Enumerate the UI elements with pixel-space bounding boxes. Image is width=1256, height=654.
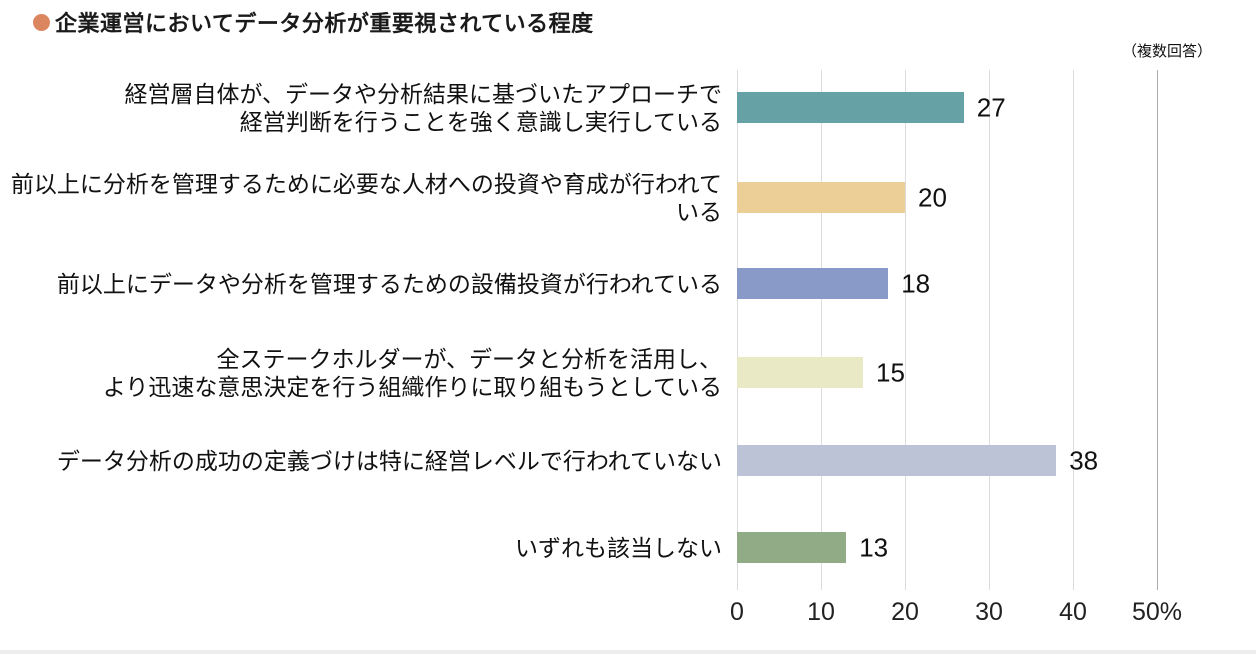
gridline-30 — [989, 70, 990, 590]
gridline-0 — [737, 70, 738, 590]
x-tick-label: 50% — [1131, 598, 1183, 626]
multiple-answers-note: （複数回答） — [1121, 43, 1212, 60]
title-bullet-icon — [33, 13, 50, 31]
category-label: 全ステークホルダーが、データと分析を活用し、 より迅速な意思決定を行う組織作りに取… — [0, 345, 722, 401]
gridline-50 — [1157, 70, 1158, 590]
gridline-40 — [1073, 70, 1074, 590]
bar-value-label: 38 — [1069, 445, 1099, 475]
bar-value-label: 15 — [876, 357, 905, 387]
bottom-divider — [0, 650, 1256, 654]
bar-value-label: 18 — [901, 268, 931, 298]
gridline-10 — [821, 70, 822, 590]
category-label: 前以上に分析を管理するために必要な人材への投資や育成が行われている — [0, 170, 722, 226]
category-label-line: 前以上にデータや分析を管理するための設備投資が行われている — [56, 270, 722, 297]
category-label: データ分析の成功の定義づけは特に経営レベルで行われていない — [0, 447, 722, 475]
chart-header: 企業運営においてデータ分析が重要視されている程度 — [33, 6, 594, 38]
category-label-line: いずれも該当しない — [515, 534, 722, 561]
category-label-line: 経営層自体が、データや分析結果に基づいたアプローチで — [124, 80, 722, 107]
category-label-line: より迅速な意思決定を行う組織作りに取り組もうとしている — [102, 373, 722, 400]
category-label: 前以上にデータや分析を管理するための設備投資が行われている — [0, 270, 722, 298]
x-tick-label: 40 — [1059, 598, 1087, 626]
category-label-line: 全ステークホルダーが、データと分析を活用し、 — [216, 345, 722, 372]
bar-value-label: 13 — [859, 532, 889, 562]
x-tick-label: 0 — [730, 598, 744, 626]
bar-2 — [737, 268, 889, 299]
bar-4 — [737, 445, 1057, 476]
x-tick-label: 20 — [891, 598, 919, 626]
bar-3 — [737, 357, 863, 388]
bar-1 — [737, 182, 905, 213]
category-label: いずれも該当しない — [0, 534, 722, 562]
category-label-line: データ分析の成功の定義づけは特に経営レベルで行われていない — [56, 447, 722, 474]
x-tick-label: 30 — [975, 598, 1003, 626]
category-label: 経営層自体が、データや分析結果に基づいたアプローチで 経営判断を行うことを強く意識… — [0, 80, 722, 136]
x-tick-label: 10 — [807, 598, 835, 626]
bar-value-label: 27 — [976, 92, 1006, 122]
chart-title: 企業運営においてデータ分析が重要視されている程度 — [55, 11, 594, 36]
category-label-line: 経営判断を行うことを強く意識し実行している — [239, 108, 722, 135]
gridline-20 — [905, 70, 906, 590]
bar-0 — [737, 92, 964, 123]
category-label-line: 前以上に分析を管理するために必要な人材への投資や育成が行われている — [10, 170, 722, 225]
bar-5 — [737, 532, 847, 563]
bar-value-label: 20 — [918, 182, 947, 212]
